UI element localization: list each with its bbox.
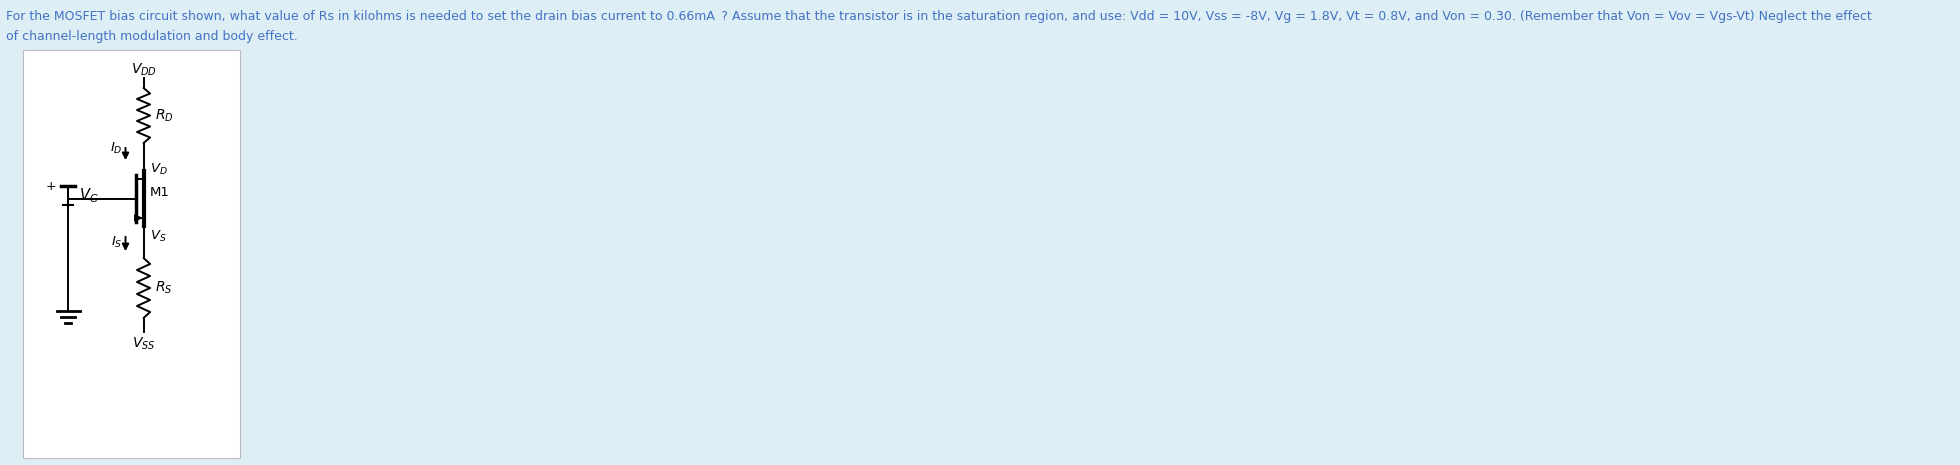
Text: $V_S$: $V_S$ [151,229,167,244]
Text: $R_S$: $R_S$ [155,280,172,296]
Text: For the MOSFET bias circuit shown, what value of Rs in kilohms is needed to set : For the MOSFET bias circuit shown, what … [6,10,1872,23]
Text: $V_D$: $V_D$ [151,161,169,177]
Text: $I_D$: $I_D$ [110,140,122,156]
Text: $V_G$: $V_G$ [78,186,98,205]
Text: $V_{DD}$: $V_{DD}$ [131,62,157,79]
Text: +: + [45,180,57,193]
Text: M1: M1 [151,186,171,199]
Text: $V_{SS}$: $V_{SS}$ [131,336,155,352]
Text: $I_S$: $I_S$ [112,234,122,250]
Text: of channel-length modulation and body effect.: of channel-length modulation and body ef… [6,30,298,43]
FancyBboxPatch shape [24,50,241,458]
Text: $R_D$: $R_D$ [155,107,174,124]
